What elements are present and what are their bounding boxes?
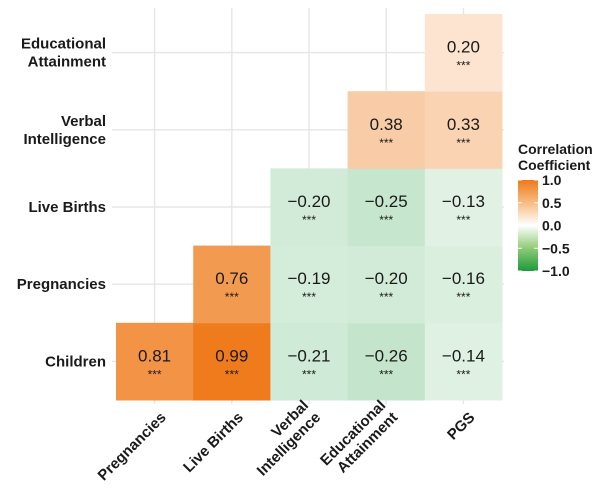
y-tick-label-educational-attainment: Educational Attainment: [21, 36, 106, 71]
cell-significance-label: ***: [379, 136, 393, 150]
x-tick-label-pgs: PGS: [444, 409, 478, 443]
cell-value-label: 0.81: [138, 346, 171, 365]
legend-tick-label: −0.5: [542, 240, 570, 256]
color-legend: Correlation Coefficient 1.0 0.5 0.0 −0.5 −1.…: [518, 141, 593, 279]
cell-value-label: −0.20: [287, 192, 330, 211]
cell-value-label: 0.33: [447, 115, 480, 134]
cell-value-label: −0.13: [442, 192, 485, 211]
y-tick-label-live-births: Live Births: [28, 199, 106, 216]
cell-value-label: −0.21: [287, 346, 330, 365]
heatmap-cell-pregnancies-live-births: [193, 245, 271, 324]
heatmap-cell-verbal-intelligence-pgs: [424, 91, 503, 169]
heatmap-cell-verbal-intelligence-educational-attainment: [347, 91, 426, 169]
y-tick-label-pregnancies: Pregnancies: [17, 276, 106, 293]
legend-tick-label: 0.5: [542, 195, 562, 211]
x-tick-label-live-births: Live Births: [180, 409, 247, 476]
cell-value-label: −0.16: [442, 269, 485, 288]
x-tick-label-verbal-intelligence: VerbalIntelligence: [242, 397, 324, 479]
y-axis-tick-labels: Children Pregnancies Live Births Verbal Inte…: [17, 36, 106, 371]
legend-tick-label: 1.0: [542, 172, 562, 188]
x-tick-label-pregnancies: Pregnancies: [95, 409, 170, 484]
cell-value-label: −0.19: [287, 269, 330, 288]
cell-value-label: −0.20: [365, 269, 408, 288]
cell-significance-label: ***: [225, 367, 239, 381]
heatmap-cell-children-verbal-intelligence: [270, 322, 349, 401]
legend-title-line-1: Correlation: [518, 141, 593, 157]
cell-labels: 0.81 *** 0.99 *** −0.21 *** −0.26 *** −0.14 *** 0.…: [138, 38, 485, 382]
heatmap-cell-live-births-pgs: [424, 168, 503, 247]
cell-value-label: −0.25: [365, 192, 408, 211]
heatmap-cell-children-live-births: [193, 322, 271, 401]
x-axis-tick-labels: Pregnancies Live Births VerbalIntelligence…: [95, 397, 479, 484]
heatmap-cell-pregnancies-pgs: [424, 245, 503, 324]
cell-value-label: 0.99: [215, 346, 248, 365]
heatmap-cell-pregnancies-verbal-intelligence: [270, 245, 349, 324]
y-tick-label-verbal-intelligence: Verbal Intelligence: [23, 113, 106, 148]
cell-significance-label: ***: [456, 290, 470, 304]
legend-ticks: 1.0 0.5 0.0 −0.5 −1.0: [518, 172, 570, 279]
heatmap-cell-pregnancies-educational-attainment: [347, 245, 426, 324]
heatmap-cells: [116, 14, 503, 401]
cell-significance-label: ***: [456, 59, 470, 73]
cell-significance-label: ***: [302, 213, 316, 227]
legend-tick-label: 0.0: [542, 218, 562, 234]
legend-tick-label: −1.0: [542, 263, 570, 279]
cell-significance-label: ***: [302, 290, 316, 304]
legend-colorbar: [518, 180, 538, 271]
cell-significance-label: ***: [456, 367, 470, 381]
heatmap-cell-live-births-educational-attainment: [347, 168, 426, 247]
legend-title-line-2: Coefficient: [518, 157, 591, 173]
heatmap-cell-live-births-verbal-intelligence: [270, 168, 349, 247]
cell-value-label: 0.20: [447, 38, 480, 57]
cell-significance-label: ***: [379, 213, 393, 227]
heatmap-cell-educational-attainment-pgs: [424, 14, 503, 92]
y-tick-label-children: Children: [45, 353, 106, 370]
cell-significance-label: ***: [456, 213, 470, 227]
cell-significance-label: ***: [379, 367, 393, 381]
cell-value-label: −0.26: [365, 346, 408, 365]
x-tick-label-educational-attainment: EducationalAttainment: [317, 397, 401, 481]
cell-value-label: 0.38: [370, 115, 403, 134]
cell-significance-label: ***: [148, 367, 162, 381]
cell-value-label: 0.76: [215, 269, 248, 288]
heatmap-cell-children-educational-attainment: [347, 322, 426, 401]
cell-value-label: −0.14: [442, 346, 485, 365]
cell-significance-label: ***: [302, 367, 316, 381]
heatmap-cell-children-pregnancies: [116, 322, 194, 401]
cell-significance-label: ***: [225, 290, 239, 304]
heatmap-cell-children-pgs: [424, 322, 503, 401]
cell-significance-label: ***: [456, 136, 470, 150]
cell-significance-label: ***: [379, 290, 393, 304]
